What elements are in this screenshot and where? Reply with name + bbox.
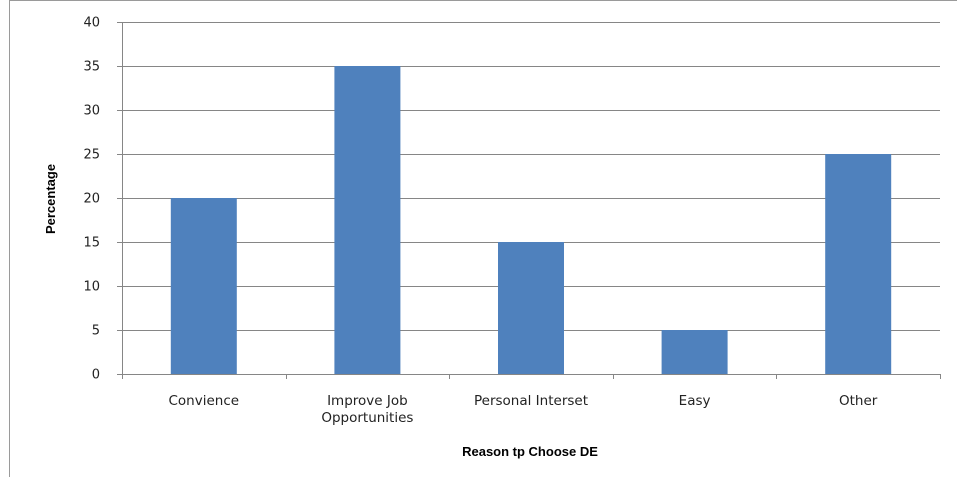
x-category-label-line: Other [839,393,878,409]
y-tick-label: 35 [83,60,100,75]
y-tick-label: 10 [83,280,100,295]
bar [498,242,564,374]
x-category-label: Easy [679,393,711,409]
bars [170,66,892,374]
y-tick-label: 25 [83,148,100,163]
y-axis-title: Percentage [43,164,58,234]
x-category-label: Personal Interset [474,393,588,409]
x-category-label-line: Opportunities [321,410,413,426]
bar [661,330,728,374]
x-category-label: Convience [169,393,240,409]
bar [825,154,892,374]
chart-frame [9,0,957,477]
axes [122,22,941,379]
y-tick-label: 30 [83,104,100,119]
y-tick-label: 5 [92,324,100,339]
bar [334,66,401,374]
x-category-label-line: Improve Job [327,393,408,409]
x-axis-title: Reason tp Choose DE [462,444,598,459]
x-category-labels: Convience Improve Job Opportunities Persona… [169,393,878,426]
x-category-label-line: Personal Interset [474,393,588,409]
y-tick-label: 20 [83,192,100,207]
y-tick-label: 40 [83,16,100,31]
y-tick-label: 15 [83,236,100,251]
x-category-label-line: Convience [169,393,240,409]
x-category-label: Improve Job Opportunities [321,393,413,426]
y-tick-labels: 0 5 10 15 20 25 30 35 40 [83,16,100,383]
x-category-label-line: Easy [679,393,711,409]
y-tick-label: 0 [92,368,100,383]
bar [170,198,237,374]
x-category-label: Other [839,393,878,409]
